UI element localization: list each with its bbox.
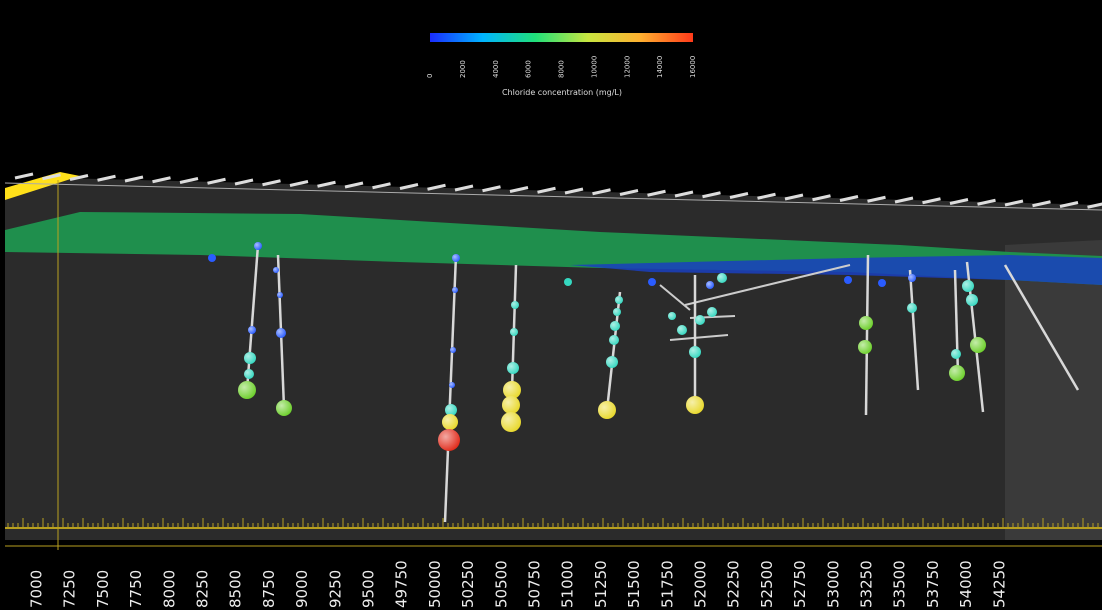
sphere-highlight (502, 396, 520, 414)
sample-sphere (844, 276, 852, 284)
sphere-highlight (609, 335, 619, 345)
colorbar-tick-label: 16000 (689, 56, 697, 78)
axis-label: 50000 (426, 560, 444, 608)
sphere-highlight (615, 296, 623, 304)
axis-label: 53250 (858, 560, 876, 608)
axis-label: 53750 (924, 560, 942, 608)
sphere-highlight (248, 326, 256, 334)
axis-label: 52500 (758, 560, 776, 608)
axis-label: 51250 (592, 560, 610, 608)
axis-label: 53000 (824, 560, 842, 608)
sphere-highlight (438, 429, 460, 451)
sphere-highlight (695, 315, 705, 325)
sample-sphere (208, 254, 216, 262)
sphere-highlight (238, 381, 256, 399)
sphere-highlight (244, 369, 254, 379)
sphere-highlight (859, 316, 873, 330)
axis-label: 7000 (28, 570, 46, 608)
colorbar-tick-label: 2000 (459, 60, 467, 78)
sphere-highlight (606, 356, 618, 368)
sphere-highlight (610, 321, 620, 331)
axis-label: 53500 (891, 560, 909, 608)
axis-label: 7500 (94, 570, 112, 608)
sphere-highlight (511, 301, 519, 309)
axis-label: 50250 (459, 560, 477, 608)
side-wall (1005, 240, 1102, 540)
scene: Chloride concentration (mg/L) 0 2000 4000 6… (0, 0, 1102, 610)
sphere-highlight (452, 254, 460, 262)
sphere-highlight (668, 312, 676, 320)
sphere-highlight (244, 352, 256, 364)
axis-label: 49750 (393, 560, 411, 608)
sphere-highlight (706, 281, 714, 289)
sphere-highlight (908, 274, 916, 282)
sphere-highlight (507, 362, 519, 374)
axis-label: 52750 (791, 560, 809, 608)
sphere-highlight (501, 412, 521, 432)
sphere-highlight (613, 308, 621, 316)
sphere-highlight (951, 349, 961, 359)
axis-label: 8000 (160, 570, 178, 608)
axis-label: 51750 (658, 560, 676, 608)
sample-sphere (878, 279, 886, 287)
sphere-highlight (276, 400, 292, 416)
axis-label: 8250 (194, 570, 212, 608)
sphere-highlight (510, 328, 518, 336)
colorbar-title: Chloride concentration (mg/L) (502, 88, 622, 97)
axis-label: 50750 (526, 560, 544, 608)
sphere-highlight (254, 242, 262, 250)
sphere-highlight (598, 401, 616, 419)
colorbar-tick-label: 6000 (525, 60, 533, 78)
axis-label: 7250 (61, 570, 79, 608)
colorbar-tick-label: 12000 (623, 56, 631, 78)
sphere-highlight (452, 287, 458, 293)
sphere-highlight (442, 414, 458, 430)
axis-label: 8750 (260, 570, 278, 608)
sphere-highlight (962, 280, 974, 292)
sphere-highlight (858, 340, 872, 354)
axis-label: 7750 (127, 570, 145, 608)
sphere-highlight (717, 273, 727, 283)
sphere-highlight (449, 382, 455, 388)
axis-label: 54000 (957, 560, 975, 608)
axis-label: 8500 (227, 570, 245, 608)
axis-label: 50500 (492, 560, 510, 608)
axis-label: 52000 (692, 560, 710, 608)
sphere-highlight (677, 325, 687, 335)
colorbar-tick-label: 14000 (656, 56, 664, 78)
sphere-highlight (707, 307, 717, 317)
sphere-highlight (949, 365, 965, 381)
axis-label: 9500 (360, 570, 378, 608)
colorbar-tick-label: 8000 (558, 60, 566, 78)
colorbar (430, 33, 693, 42)
sphere-highlight (907, 303, 917, 313)
sphere-highlight (276, 328, 286, 338)
sample-sphere (648, 278, 656, 286)
colorbar-tick-label: 4000 (492, 60, 500, 78)
axis-label: 52250 (725, 560, 743, 608)
sphere-highlight (277, 292, 283, 298)
sphere-highlight (689, 346, 701, 358)
sphere-highlight (450, 347, 456, 353)
colorbar-tick-label: 10000 (590, 56, 598, 78)
colorbar-tick-label: 0 (426, 74, 434, 78)
sphere-highlight (686, 396, 704, 414)
axis-label: 54250 (990, 560, 1008, 608)
sphere-highlight (966, 294, 978, 306)
axis-label: 9250 (326, 570, 344, 608)
sample-sphere (564, 278, 572, 286)
sphere-highlight (273, 267, 279, 273)
axis-label: 51500 (625, 560, 643, 608)
sphere-highlight (970, 337, 986, 353)
axis-label: 9000 (293, 570, 311, 608)
axis-label: 51000 (559, 560, 577, 608)
